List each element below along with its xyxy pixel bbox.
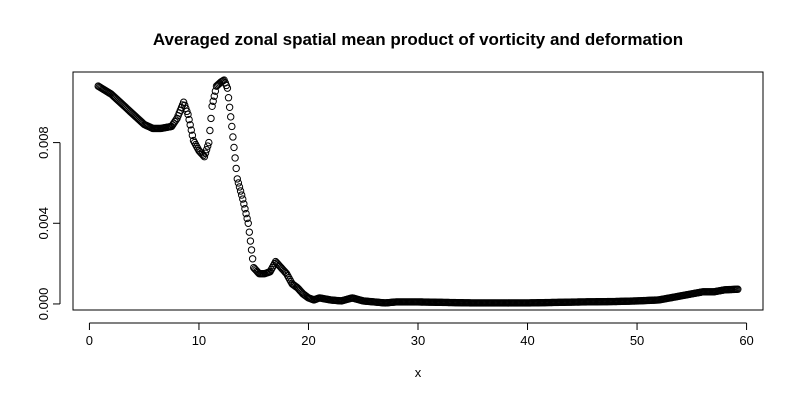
data-point <box>188 131 197 140</box>
x-axis-ticks: 0 10 20 30 40 50 60 <box>86 323 754 348</box>
data-point <box>227 113 235 121</box>
data-point <box>241 205 249 213</box>
data-point <box>236 187 245 195</box>
data-point <box>206 126 214 135</box>
data-point <box>248 255 257 263</box>
x-tick-label: 50 <box>630 333 644 348</box>
data-point <box>204 142 212 150</box>
data-point <box>245 228 254 236</box>
data-point <box>200 153 209 161</box>
data-point <box>208 102 216 110</box>
y-tick-label: 0.008 <box>36 126 51 159</box>
data-point <box>186 121 194 129</box>
x-tick-label: 0 <box>86 333 93 348</box>
data-point <box>228 122 236 131</box>
x-tick-label: 60 <box>739 333 753 348</box>
data-point <box>240 200 248 208</box>
x-tick-label: 20 <box>301 333 315 348</box>
x-axis-label: x <box>415 365 422 380</box>
y-tick-label: 0.000 <box>36 288 51 321</box>
data-point <box>225 103 234 112</box>
data-point <box>243 214 251 223</box>
y-axis-ticks: 0.000 0.004 0.008 <box>36 126 60 320</box>
data-point <box>224 94 233 102</box>
data-point <box>233 175 241 183</box>
data-point <box>242 209 250 218</box>
y-tick-label: 0.004 <box>36 207 51 240</box>
data-point <box>237 191 246 199</box>
data-point <box>223 84 232 92</box>
data-point <box>210 92 218 100</box>
data-point <box>207 114 215 123</box>
data-point <box>235 183 244 191</box>
x-tick-label: 30 <box>411 333 425 348</box>
data-point <box>244 219 252 227</box>
data-point <box>232 164 240 173</box>
data-point <box>209 97 217 105</box>
data-point <box>184 110 192 119</box>
plot-area-frame <box>72 71 764 311</box>
data-point <box>205 138 213 147</box>
data-point <box>231 154 239 162</box>
data-point <box>229 133 237 141</box>
data-points <box>94 76 742 307</box>
data-point <box>199 151 208 160</box>
x-tick-label: 40 <box>520 333 534 348</box>
x-tick-label: 10 <box>192 333 206 348</box>
data-point <box>202 145 211 154</box>
data-point <box>172 116 180 124</box>
chart-title: Averaged zonal spatial mean product of v… <box>153 30 683 49</box>
data-point <box>187 126 195 134</box>
data-point <box>185 115 193 124</box>
data-point <box>734 285 742 293</box>
data-point <box>246 237 255 245</box>
data-point <box>239 195 247 203</box>
data-point <box>234 179 243 187</box>
data-point <box>230 143 238 152</box>
data-point <box>198 150 206 158</box>
data-point <box>201 149 210 157</box>
data-point <box>247 246 256 254</box>
